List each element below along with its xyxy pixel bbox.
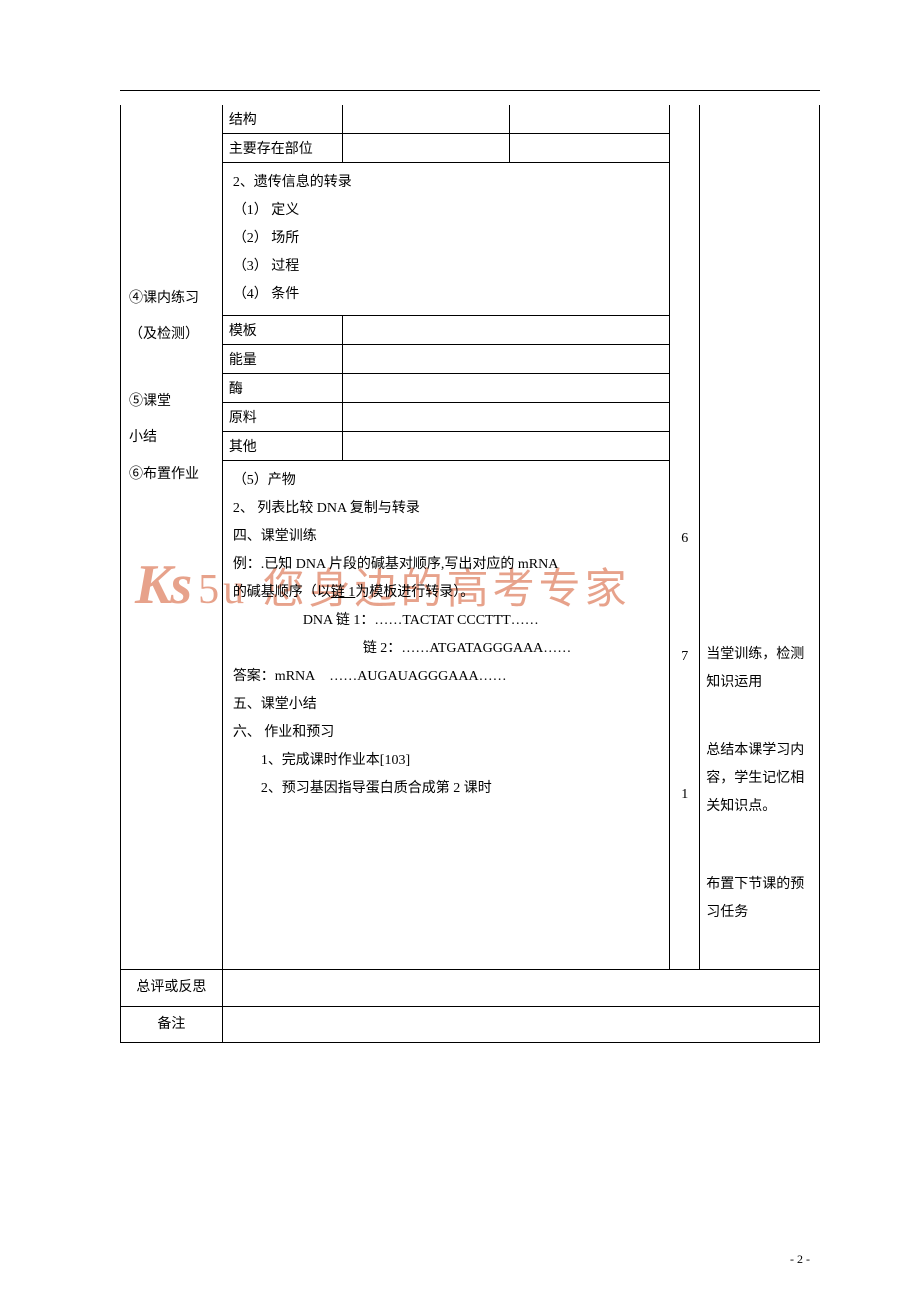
cond-material: 原料: [223, 403, 343, 432]
cond-energy-v: [343, 345, 670, 374]
label-summary-b: 小结: [129, 420, 214, 456]
dna-chain2: 链 2：……ATGATAGGGAAA……: [233, 635, 660, 663]
time-6: 6: [670, 525, 699, 553]
row-structure-c2: [509, 105, 669, 134]
sec6-title: 六、 作业和预习: [233, 719, 660, 747]
time-column: 6 7 1: [670, 105, 700, 970]
cond-other: 其他: [223, 432, 343, 461]
time-7: 7: [670, 643, 699, 671]
section2-title: 2、遗传信息的转录: [233, 169, 660, 197]
review-content: [222, 970, 819, 1007]
note-1: 当堂训练，检测知识运用: [706, 641, 813, 697]
homework-1: 1、完成课时作业本[103]: [233, 747, 660, 775]
page-number: - 2 -: [790, 1252, 810, 1267]
header-rule: [120, 90, 820, 91]
cond-other-v: [343, 432, 670, 461]
remark-label: 备注: [121, 1006, 223, 1043]
note-column: 当堂训练，检测知识运用 总结本课学习内容，学生记忆相关知识点。 布置下节课的预习…: [700, 105, 820, 970]
example-line1: 例：.已知 DNA 片段的碱基对顺序,写出对应的 mRNA: [233, 551, 660, 579]
row-structure-label: 结构: [223, 105, 343, 134]
label-practice: ④课内练习: [129, 281, 214, 317]
homework-2: 2、预习基因指导蛋白质合成第 2 课时: [233, 775, 660, 803]
row-location-c1: [343, 134, 509, 163]
row-structure-c1: [343, 105, 509, 134]
s2-item3: （3） 过程: [233, 253, 660, 281]
mid-column: 结构 主要存在部位 2、遗传信息的转录 （1） 定义 （2） 场所 （3） 过程: [222, 105, 670, 970]
note-3: 布置下节课的预习任务: [706, 871, 813, 927]
example-line2: 的碱基顺序（以链 1为模板进行转录）。: [233, 579, 660, 607]
cond-template-v: [343, 316, 670, 345]
s2-compare: 2、 列表比较 DNA 复制与转录: [233, 495, 660, 523]
time-1: 1: [670, 781, 699, 809]
cond-enzyme-v: [343, 374, 670, 403]
s2-item2: （2） 场所: [233, 225, 660, 253]
cond-material-v: [343, 403, 670, 432]
note-2: 总结本课学习内容，学生记忆相关知识点。: [706, 737, 813, 821]
row-location-c2: [509, 134, 669, 163]
sec5-title: 五、课堂小结: [233, 691, 660, 719]
label-homework: ⑥布置作业: [129, 457, 214, 493]
label-practice-b: （及检测）: [129, 317, 214, 353]
remark-content: [222, 1006, 819, 1043]
cond-template: 模板: [223, 316, 343, 345]
s2-product: （5）产物: [233, 467, 660, 495]
cond-energy: 能量: [223, 345, 343, 374]
answer-line: 答案：mRNA ……AUGAUAGGGAAA……: [233, 663, 660, 691]
dna-chain1: DNA 链 1：……TACTAT CCCTTT……: [233, 607, 660, 635]
cond-enzyme: 酶: [223, 374, 343, 403]
main-table: ④课内练习 （及检测） ⑤课堂 小结 ⑥布置作业 结构: [120, 105, 820, 1043]
inner-table-top: 结构 主要存在部位: [223, 105, 670, 163]
condition-table: 模板 能量 酶 原料 其他: [223, 315, 670, 461]
row-location-label: 主要存在部位: [223, 134, 343, 163]
sec4-title: 四、课堂训练: [233, 523, 660, 551]
label-summary: ⑤课堂: [129, 384, 214, 420]
s2-item1: （1） 定义: [233, 197, 660, 225]
left-column: ④课内练习 （及检测） ⑤课堂 小结 ⑥布置作业: [121, 105, 223, 970]
review-label: 总评或反思: [121, 970, 223, 1007]
s2-item4: （4） 条件: [233, 281, 660, 309]
